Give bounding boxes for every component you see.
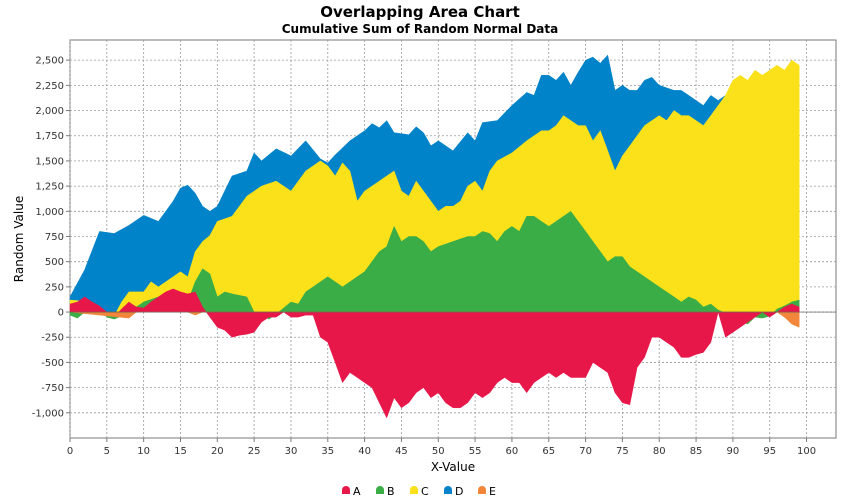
chart-subtitle: Cumulative Sum of Random Normal Data (282, 22, 559, 36)
legend-label: E (489, 485, 496, 498)
axes: -1,000-750-500-25002505007501,0001,2501,… (32, 56, 836, 457)
x-tick-label: 40 (358, 446, 371, 457)
x-tick-label: 30 (285, 446, 298, 457)
legend-label: D (455, 485, 463, 498)
y-tick-label: -250 (41, 333, 64, 344)
y-tick-label: -500 (41, 358, 64, 369)
x-tick-label: 100 (797, 446, 816, 457)
x-tick-label: 80 (653, 446, 666, 457)
y-tick-label: 1,250 (35, 182, 64, 193)
chart-title: Overlapping Area Chart (320, 3, 520, 21)
x-tick-label: 5 (104, 446, 110, 457)
x-tick-label: 50 (432, 446, 445, 457)
series-area-c (69, 59, 800, 317)
x-tick-label: 20 (211, 446, 224, 457)
legend-swatch-a (342, 486, 350, 494)
legend-label: C (421, 485, 429, 498)
legend-label: B (387, 485, 395, 498)
legend: A B C D E (342, 485, 496, 498)
y-tick-label: 2,500 (35, 56, 64, 67)
legend-item-e: E (478, 485, 496, 498)
x-tick-label: 10 (137, 446, 150, 457)
y-tick-label: 750 (45, 232, 64, 243)
y-tick-label: 250 (45, 282, 64, 293)
y-tick-label: 1,750 (35, 131, 64, 142)
legend-swatch-e (478, 486, 486, 494)
legend-swatch-d (444, 486, 452, 494)
legend-swatch-c (410, 486, 418, 494)
y-tick-label: -750 (41, 383, 64, 394)
x-tick-label: 15 (174, 446, 187, 457)
legend-swatch-b (376, 486, 384, 494)
y-tick-label: 0 (58, 308, 64, 319)
y-tick-label: 2,250 (35, 81, 64, 92)
y-tick-label: 1,000 (35, 207, 64, 218)
legend-label: A (353, 485, 361, 498)
legend-item-a: A (342, 485, 361, 498)
x-tick-label: 35 (321, 446, 334, 457)
y-tick-label: -1,000 (32, 408, 64, 419)
x-tick-label: 75 (616, 446, 629, 457)
y-tick-label: 1,500 (35, 156, 64, 167)
x-tick-label: 0 (67, 446, 73, 457)
x-axis-label: X-Value (431, 460, 475, 474)
x-tick-label: 45 (395, 446, 408, 457)
x-tick-label: 90 (727, 446, 740, 457)
y-tick-label: 500 (45, 257, 64, 268)
x-tick-label: 70 (579, 446, 592, 457)
x-tick-label: 85 (690, 446, 703, 457)
y-tick-label: 2,000 (35, 106, 64, 117)
legend-item-d: D (444, 485, 463, 498)
legend-item-b: B (376, 485, 395, 498)
series-areas (69, 54, 800, 419)
x-tick-label: 25 (248, 446, 261, 457)
x-tick-label: 95 (763, 446, 776, 457)
legend-item-c: C (410, 485, 429, 498)
x-tick-label: 60 (506, 446, 519, 457)
y-axis-label: Random Value (12, 196, 26, 282)
x-tick-label: 65 (542, 446, 555, 457)
series-area-a (69, 288, 800, 419)
x-tick-label: 55 (469, 446, 482, 457)
